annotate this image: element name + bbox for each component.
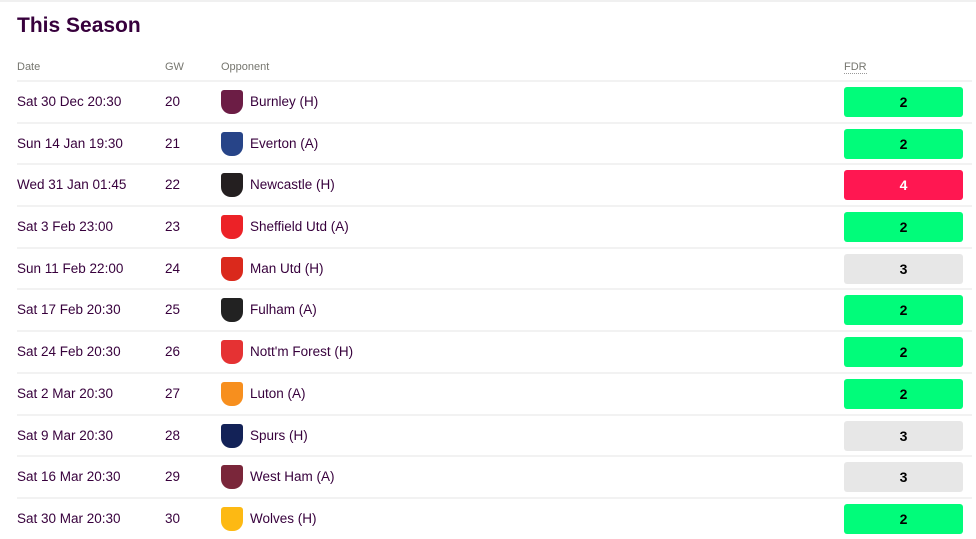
table-row: Sun 11 Feb 22:00 24 Man Utd (H) 3 (17, 246, 972, 289)
fixtures-table: Sat 30 Dec 20:30 20 Burnley (H) 2 Sun 14 … (17, 80, 972, 539)
fixture-gw: 20 (165, 94, 181, 109)
fixture-date: Sat 3 Feb 23:00 (17, 219, 114, 235)
section-title: This Season (17, 14, 141, 37)
fixture-gw: 30 (165, 510, 181, 526)
fdr-badge: 2 (844, 212, 963, 243)
fdr-badge: 4 (844, 170, 963, 201)
header-fdr[interactable]: FDR (844, 61, 867, 74)
fixture-opponent: Fulham (A) (250, 302, 317, 318)
team-crest-icon (221, 131, 243, 156)
table-row: Sat 24 Feb 20:30 26 Nott'm Forest (H) 2 (17, 330, 972, 372)
fixture-gw: 21 (165, 135, 181, 151)
fixture-gw: 25 (165, 302, 181, 318)
team-crest-icon (221, 506, 243, 531)
table-row: Sat 3 Feb 23:00 23 Sheffield Utd (A) 2 (17, 205, 972, 247)
team-crest-icon (221, 465, 243, 490)
fixture-opponent: Man Utd (H) (250, 260, 324, 276)
team-crest-icon (221, 340, 243, 365)
table-row: Sat 16 Mar 20:30 29 West Ham (A) 3 (17, 455, 972, 497)
fdr-badge: 2 (844, 337, 963, 368)
fixture-gw: 26 (165, 344, 181, 360)
header-opponent: Opponent (221, 61, 270, 73)
team-crest-icon (221, 298, 243, 323)
fixture-opponent: Spurs (H) (250, 427, 308, 443)
fixture-date: Sun 11 Feb 22:00 (17, 260, 124, 276)
fixture-opponent: Sheffield Utd (A) (250, 219, 349, 235)
table-row: Wed 31 Jan 01:45 22 Newcastle (H) 4 (17, 163, 972, 205)
fixture-date: Sat 30 Mar 20:30 (17, 510, 121, 526)
table-row: Sat 30 Mar 20:30 30 Wolves (H) 2 (17, 496, 972, 539)
fixture-date: Wed 31 Jan 01:45 (17, 177, 127, 193)
fixture-opponent: Everton (A) (250, 135, 319, 151)
top-divider (0, 0, 976, 2)
fixture-opponent: Burnley (H) (250, 94, 319, 109)
fdr-badge: 2 (844, 87, 963, 117)
fixture-gw: 22 (165, 177, 181, 193)
fixture-date: Sat 2 Mar 20:30 (17, 385, 114, 401)
fixture-date: Sat 30 Dec 20:30 (17, 94, 122, 109)
fixture-gw: 24 (165, 260, 181, 276)
fixture-date: Sat 24 Feb 20:30 (17, 344, 121, 360)
header-gw: GW (165, 61, 184, 73)
team-crest-icon (221, 256, 243, 281)
team-crest-icon (221, 215, 243, 240)
fixture-date: Sun 14 Jan 19:30 (17, 135, 123, 151)
fdr-badge: 2 (844, 128, 963, 159)
fdr-badge: 2 (844, 503, 963, 534)
fixture-opponent: Wolves (H) (250, 510, 317, 526)
fixture-opponent: Nott'm Forest (H) (250, 344, 354, 360)
fixture-gw: 29 (165, 469, 181, 485)
fixture-opponent: West Ham (A) (250, 469, 335, 485)
table-row: Sat 2 Mar 20:30 27 Luton (A) 2 (17, 371, 972, 414)
fixture-opponent: Newcastle (H) (250, 177, 335, 193)
fdr-badge: 3 (844, 462, 963, 493)
fdr-badge: 2 (844, 378, 963, 409)
fdr-badge: 3 (844, 420, 963, 451)
team-crest-icon (221, 90, 243, 114)
header-date: Date (17, 61, 41, 73)
fixture-gw: 28 (165, 427, 181, 443)
fixture-date: Sat 9 Mar 20:30 (17, 427, 114, 443)
fixture-date: Sat 16 Mar 20:30 (17, 469, 121, 485)
table-header: Date GW Opponent FDR (0, 58, 976, 80)
fdr-badge: 3 (844, 253, 963, 284)
table-row: Sat 17 Feb 20:30 25 Fulham (A) 2 (17, 288, 972, 330)
team-crest-icon (221, 423, 243, 448)
table-row: Sat 9 Mar 20:30 28 Spurs (H) 3 (17, 413, 972, 456)
fixture-date: Sat 17 Feb 20:30 (17, 302, 121, 318)
team-crest-icon (221, 381, 243, 406)
fixture-opponent: Luton (A) (250, 385, 306, 401)
table-row: Sat 30 Dec 20:30 20 Burnley (H) 2 (17, 80, 972, 122)
fixture-gw: 27 (165, 385, 181, 401)
team-crest-icon (221, 173, 243, 198)
fdr-badge: 2 (844, 295, 963, 326)
fixture-gw: 23 (165, 219, 181, 235)
table-row: Sun 14 Jan 19:30 21 Everton (A) 2 (17, 121, 972, 164)
